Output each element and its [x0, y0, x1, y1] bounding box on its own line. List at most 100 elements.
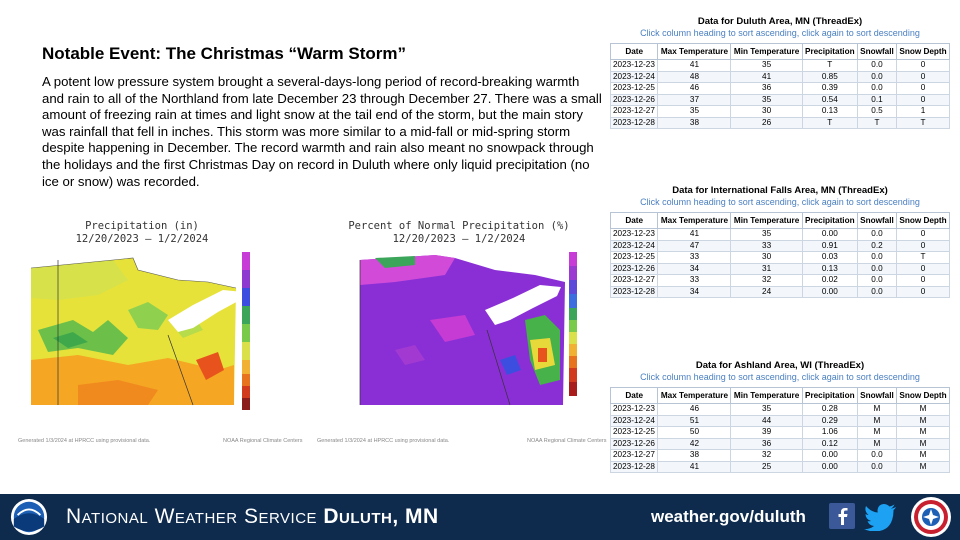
table-header-row: Date Max Temperature Min Temperature Precip…: [609, 43, 950, 60]
table-row: 2023-12-26 42 36 0.12 M M: [609, 437, 950, 450]
table-cell: 35: [730, 403, 803, 416]
column-header[interactable]: Date: [609, 212, 659, 229]
column-header[interactable]: Snow Depth: [896, 212, 950, 229]
column-header[interactable]: Snow Depth: [896, 387, 950, 404]
table-cell: 51: [657, 414, 732, 427]
footer-url-link[interactable]: weather.gov/duluth: [651, 507, 806, 526]
table-cell: 2023-12-25: [609, 82, 659, 95]
table-cell: 35: [730, 93, 803, 106]
column-header[interactable]: Snowfall: [856, 387, 898, 404]
column-header[interactable]: Precipitation: [801, 43, 858, 60]
table-cell: 0.0: [856, 70, 898, 83]
column-header[interactable]: Min Temperature: [730, 43, 803, 60]
table-cell: M: [896, 437, 950, 450]
table-cell: 2023-12-23: [609, 403, 659, 416]
table-cell: 2023-12-24: [609, 70, 659, 83]
table-row: 2023-12-26 37 35 0.54 0.1 0: [609, 93, 950, 106]
table-cell: 0.0: [856, 228, 898, 241]
table-row: 2023-12-25 46 36 0.39 0.0 0: [609, 82, 950, 95]
table-row: 2023-12-26 34 31 0.13 0.0 0: [609, 262, 950, 275]
table-cell: 24: [730, 285, 803, 298]
table-cell: 2023-12-24: [609, 239, 659, 252]
precip-map-credit-left: Generated 1/3/2024 at HPRCC using provis…: [18, 438, 151, 444]
data-table: Date Max Temperature Min Temperature Precip…: [609, 43, 950, 129]
table-cell: M: [896, 426, 950, 439]
table-cell: 0: [896, 228, 950, 241]
table-row: 2023-12-25 33 30 0.03 0.0 T: [609, 251, 950, 264]
table-cell: 32: [730, 449, 803, 462]
column-header[interactable]: Snow Depth: [896, 43, 950, 60]
table-cell: 47: [657, 239, 732, 252]
column-header[interactable]: Precipitation: [801, 212, 858, 229]
table-cell: 0.39: [801, 82, 858, 95]
table-cell: 0: [896, 285, 950, 298]
table-cell: 0: [896, 70, 950, 83]
table-cell: 36: [730, 437, 803, 450]
nws-logo-icon: [911, 497, 951, 537]
table-row: 2023-12-28 41 25 0.00 0.0 M: [609, 460, 950, 473]
table-cell: 0: [896, 93, 950, 106]
column-header[interactable]: Max Temperature: [657, 43, 732, 60]
table-row: 2023-12-27 33 32 0.02 0.0 0: [609, 274, 950, 287]
table-cell: 35: [657, 105, 732, 118]
table-cell: 0: [896, 59, 950, 72]
precip-map-dates: 12/20/2023 – 1/2/2024: [75, 233, 209, 245]
slide-body-text: A potent low pressure system brought a s…: [42, 74, 602, 189]
table-sort-hint: Click column heading to sort ascending, …: [640, 28, 920, 38]
table-cell: 0.54: [801, 93, 858, 106]
table-cell: M: [856, 437, 898, 450]
column-header[interactable]: Date: [609, 43, 659, 60]
table-row: 2023-12-24 48 41 0.85 0.0 0: [609, 70, 950, 83]
precipitation-map: Precipitation (in) 12/20/2023 – 1/2/2024…: [18, 220, 302, 444]
table-cell: 41: [657, 460, 732, 473]
table-cell: 25: [730, 460, 803, 473]
table-cell: 1.06: [801, 426, 858, 439]
table-cell: M: [896, 403, 950, 416]
table-cell: 33: [657, 251, 732, 264]
table-cell: 0.91: [801, 239, 858, 252]
table-title: Data for Duluth Area, MN (ThreadEx): [697, 16, 863, 27]
table-cell: 35: [730, 59, 803, 72]
table-cell: 2023-12-23: [609, 59, 659, 72]
ashland-data-table: Data for Ashland Area, WI (ThreadEx) Clic…: [609, 360, 950, 473]
column-header[interactable]: Max Temperature: [657, 212, 732, 229]
table-cell: 2023-12-25: [609, 426, 659, 439]
table-cell: 30: [730, 105, 803, 118]
table-cell: 0.1: [856, 93, 898, 106]
twitter-icon[interactable]: [864, 503, 898, 531]
table-cell: 46: [657, 403, 732, 416]
table-cell: 0.0: [856, 82, 898, 95]
table-cell: 37: [657, 93, 732, 106]
facebook-icon[interactable]: [829, 503, 855, 529]
table-cell: 2023-12-28: [609, 285, 659, 298]
table-cell: 41: [730, 70, 803, 83]
column-header[interactable]: Date: [609, 387, 659, 404]
table-cell: 0.85: [801, 70, 858, 83]
column-header[interactable]: Snowfall: [856, 43, 898, 60]
table-cell: T: [896, 251, 950, 264]
table-cell: 50: [657, 426, 732, 439]
table-cell: 38: [657, 449, 732, 462]
table-cell: T: [801, 59, 858, 72]
table-cell: M: [896, 414, 950, 427]
table-header-row: Date Max Temperature Min Temperature Precip…: [609, 212, 950, 229]
table-cell: 33: [730, 239, 803, 252]
column-header[interactable]: Min Temperature: [730, 212, 803, 229]
table-cell: 0.03: [801, 251, 858, 264]
column-header[interactable]: Snowfall: [856, 212, 898, 229]
table-cell: M: [896, 449, 950, 462]
table-cell: 46: [657, 82, 732, 95]
table-cell: 0.0: [856, 59, 898, 72]
table-cell: 0.02: [801, 274, 858, 287]
column-header[interactable]: Max Temperature: [657, 387, 732, 404]
table-cell: M: [856, 414, 898, 427]
column-header[interactable]: Min Temperature: [730, 387, 803, 404]
table-row: 2023-12-24 51 44 0.29 M M: [609, 414, 950, 427]
international-falls-data-table: Data for International Falls Area, MN (T…: [609, 185, 950, 298]
table-cell: 0.5: [856, 105, 898, 118]
column-header[interactable]: Precipitation: [801, 387, 858, 404]
table-cell: 2023-12-27: [609, 449, 659, 462]
table-header-row: Date Max Temperature Min Temperature Precip…: [609, 387, 950, 404]
table-row: 2023-12-23 41 35 T 0.0 0: [609, 59, 950, 72]
table-cell: 0.2: [856, 239, 898, 252]
